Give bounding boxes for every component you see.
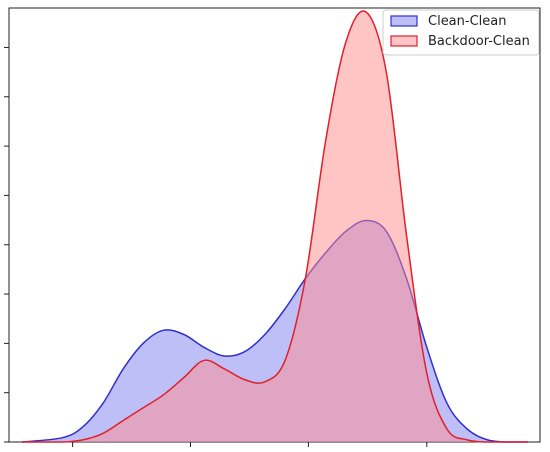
legend-swatch-backdoor-clean (390, 35, 418, 47)
series-layer (21, 10, 528, 443)
legend-label-clean-clean: Clean-Clean (428, 14, 506, 29)
legend: Clean-Clean Backdoor-Clean (382, 9, 540, 56)
line-backdoor-clean (22, 10, 528, 443)
y-ticks (4, 46, 9, 443)
legend-swatch-clean-clean (390, 15, 418, 27)
legend-label-backdoor-clean: Backdoor-Clean (428, 34, 530, 49)
legend-box (382, 9, 540, 56)
line-clean-clean (21, 219, 528, 443)
x-ticks (72, 442, 428, 447)
area-backdoor-clean (22, 10, 528, 443)
